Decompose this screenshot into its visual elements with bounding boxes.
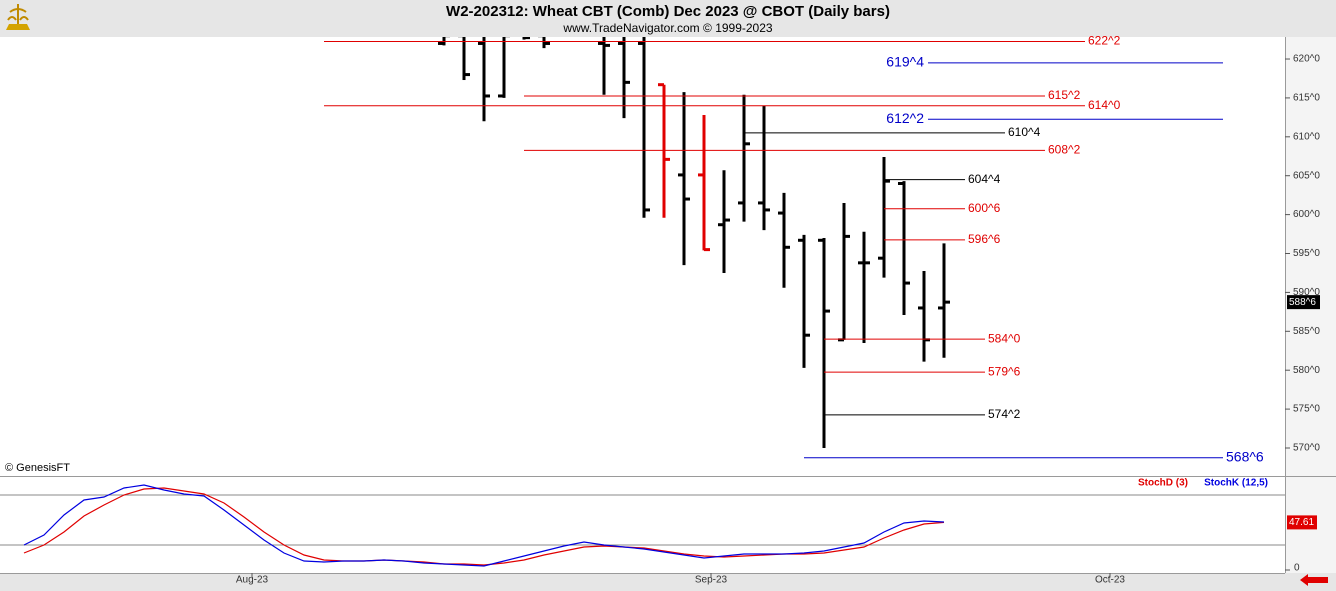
y-tick-label: 0 — [1294, 563, 1300, 574]
y-tick-label: 580^0 — [1293, 365, 1320, 376]
level-label: 615^2 — [1048, 88, 1081, 102]
x-axis-band — [0, 573, 1336, 591]
y-tick-label: 595^0 — [1293, 248, 1320, 259]
y-tick-label: 590^0 — [1293, 287, 1320, 298]
y-tick-label: 585^0 — [1293, 326, 1320, 337]
credit: © GenesisFT — [5, 462, 70, 474]
level-label: 608^2 — [1048, 143, 1081, 157]
level-label: 596^6 — [968, 232, 1001, 246]
y-tick-label: 600^0 — [1293, 209, 1320, 220]
x-tick-label: Sep-23 — [695, 575, 728, 586]
legend-entry: StochK (12,5) — [1204, 478, 1268, 489]
y-tick-label: 615^0 — [1293, 93, 1320, 104]
last-price-box — [1287, 295, 1320, 310]
x-tick-label: Aug-23 — [236, 575, 269, 586]
level-label: 568^6 — [1226, 448, 1264, 464]
chart-subtitle: www.TradeNavigator.com © 1999-2023 — [562, 21, 772, 35]
y-tick-label: 620^0 — [1293, 54, 1320, 65]
logo — [6, 4, 30, 30]
scroll-arrow[interactable] — [1300, 574, 1328, 586]
last-value-label: 47.61 — [1289, 517, 1314, 528]
last-price-label: 588^6 — [1289, 297, 1316, 308]
level-label: 612^2 — [886, 110, 924, 126]
chart-title: W2-202312: Wheat CBT (Comb) Dec 2023 @ C… — [446, 3, 890, 20]
header-band — [0, 0, 1336, 37]
level-label: 600^6 — [968, 201, 1001, 215]
last-value-box — [1287, 515, 1317, 530]
level-label: 622^2 — [1088, 34, 1121, 48]
level-label: 584^0 — [988, 331, 1021, 345]
y-tick-label: 610^0 — [1293, 131, 1320, 142]
stoch-panel — [0, 477, 1285, 573]
level-label: 614^0 — [1088, 98, 1121, 112]
level-label: 604^4 — [968, 172, 1001, 186]
legend-entry: StochD (3) — [1138, 478, 1188, 489]
price-bars — [438, 37, 950, 448]
x-tick-label: Oct-23 — [1095, 575, 1125, 586]
level-label: 579^6 — [988, 364, 1021, 378]
y-tick-label: 605^0 — [1293, 170, 1320, 181]
level-label: 619^4 — [886, 54, 924, 70]
y-tick-label: 570^0 — [1293, 443, 1320, 454]
y-tick-label: 575^0 — [1293, 404, 1320, 415]
level-label: 574^2 — [988, 407, 1021, 421]
level-label: 610^4 — [1008, 125, 1041, 139]
stoch-line — [23, 484, 945, 567]
